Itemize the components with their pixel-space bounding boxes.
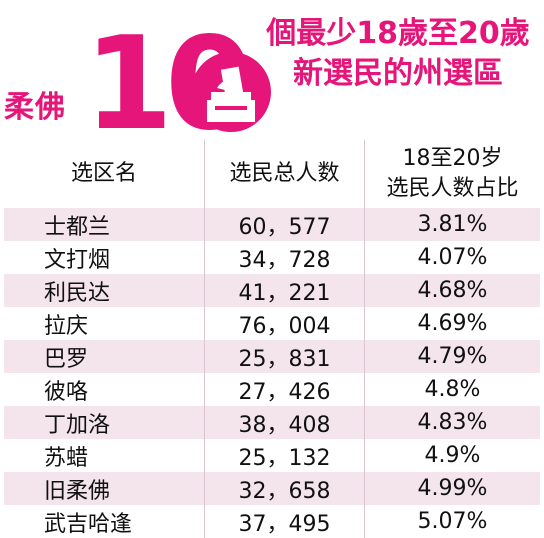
table-row: 彼咯 27，426 4.8% xyxy=(4,373,540,406)
table-row: 丁加洛 38，408 4.83% xyxy=(4,406,540,439)
total-voters: 60，577 xyxy=(204,208,364,241)
constituency-name: 拉庆 xyxy=(44,313,89,339)
youth-voter-percentage: 4.99% xyxy=(364,472,540,505)
table-row: 拉庆 76，004 4.69% xyxy=(4,307,540,340)
table-row: 武吉哈逢 37，495 5.07% xyxy=(4,505,540,538)
total-voters: 25，132 xyxy=(204,439,364,472)
constituency-name: 利民达 xyxy=(44,280,111,306)
table-row: 苏蜡 25，132 4.9% xyxy=(4,439,540,472)
state-label: 柔佛 xyxy=(4,90,66,125)
constituency-name: 旧柔佛 xyxy=(44,478,111,504)
table-row: 巴罗 25，831 4.79% xyxy=(4,340,540,373)
total-voters: 32，658 xyxy=(204,472,364,505)
total-voters: 34，728 xyxy=(204,241,364,274)
constituency-name: 文打烟 xyxy=(44,247,111,273)
table-row: 文打烟 34，728 4.07% xyxy=(4,241,540,274)
column-header-percentage: 18至20岁 选民人数占比 xyxy=(364,140,540,208)
headline-line-1: 個最少18歲至20歲 xyxy=(266,16,530,51)
youth-voter-percentage: 5.07% xyxy=(364,505,540,538)
column-header-percentage-line-1: 18至20岁 xyxy=(402,146,503,171)
total-voters: 37，495 xyxy=(204,505,364,538)
constituency-name: 巴罗 xyxy=(44,346,89,372)
total-voters: 76，004 xyxy=(204,307,364,340)
constituency-name: 武吉哈逢 xyxy=(44,511,133,537)
total-voters: 25，831 xyxy=(204,340,364,373)
constituency-name: 苏蜡 xyxy=(44,445,89,471)
youth-voter-percentage: 4.8% xyxy=(364,373,540,406)
column-header-name: 选区名 xyxy=(70,161,137,186)
table-row: 士都兰 60，577 3.81% xyxy=(4,208,540,241)
ballot-box-icon xyxy=(191,52,271,132)
total-voters: 27，426 xyxy=(204,373,364,406)
constituency-table: 选区名 选民总人数 18至20岁 选民人数占比 士都兰 60，577 3.81% 文打… xyxy=(4,140,540,538)
table-header-row: 选区名 选民总人数 18至20岁 选民人数占比 xyxy=(4,140,540,208)
constituency-name: 丁加洛 xyxy=(44,412,111,438)
headline-line-2: 新選民的州選區 xyxy=(293,56,503,91)
youth-voter-percentage: 4.79% xyxy=(364,340,540,373)
constituency-name: 彼咯 xyxy=(44,379,89,405)
constituency-name: 士都兰 xyxy=(44,214,111,240)
youth-voter-percentage: 4.9% xyxy=(364,439,540,472)
table-body: 士都兰 60，577 3.81% 文打烟 34，728 4.07% 利民达 41，221 4.6… xyxy=(4,208,540,538)
total-voters: 38，408 xyxy=(204,406,364,439)
youth-voter-percentage: 3.81% xyxy=(364,208,540,241)
table-row: 旧柔佛 32，658 4.99% xyxy=(4,472,540,505)
youth-voter-percentage: 4.83% xyxy=(364,406,540,439)
youth-voter-percentage: 4.69% xyxy=(364,307,540,340)
youth-voter-percentage: 4.68% xyxy=(364,274,540,307)
headline: 個最少18歲至20歲 新選民的州選區 xyxy=(258,14,538,94)
total-voters: 41，221 xyxy=(204,274,364,307)
youth-voter-percentage: 4.07% xyxy=(364,241,540,274)
big-number-ten: 10 xyxy=(84,24,271,134)
column-header-total-voters: 选民总人数 xyxy=(204,140,364,208)
column-header-percentage-line-2: 选民人数占比 xyxy=(386,176,519,201)
table-row: 利民达 41，221 4.68% xyxy=(4,274,540,307)
infographic-header: 柔佛 10 個最少18歲至20歲 新選民的州選區 xyxy=(0,0,544,140)
